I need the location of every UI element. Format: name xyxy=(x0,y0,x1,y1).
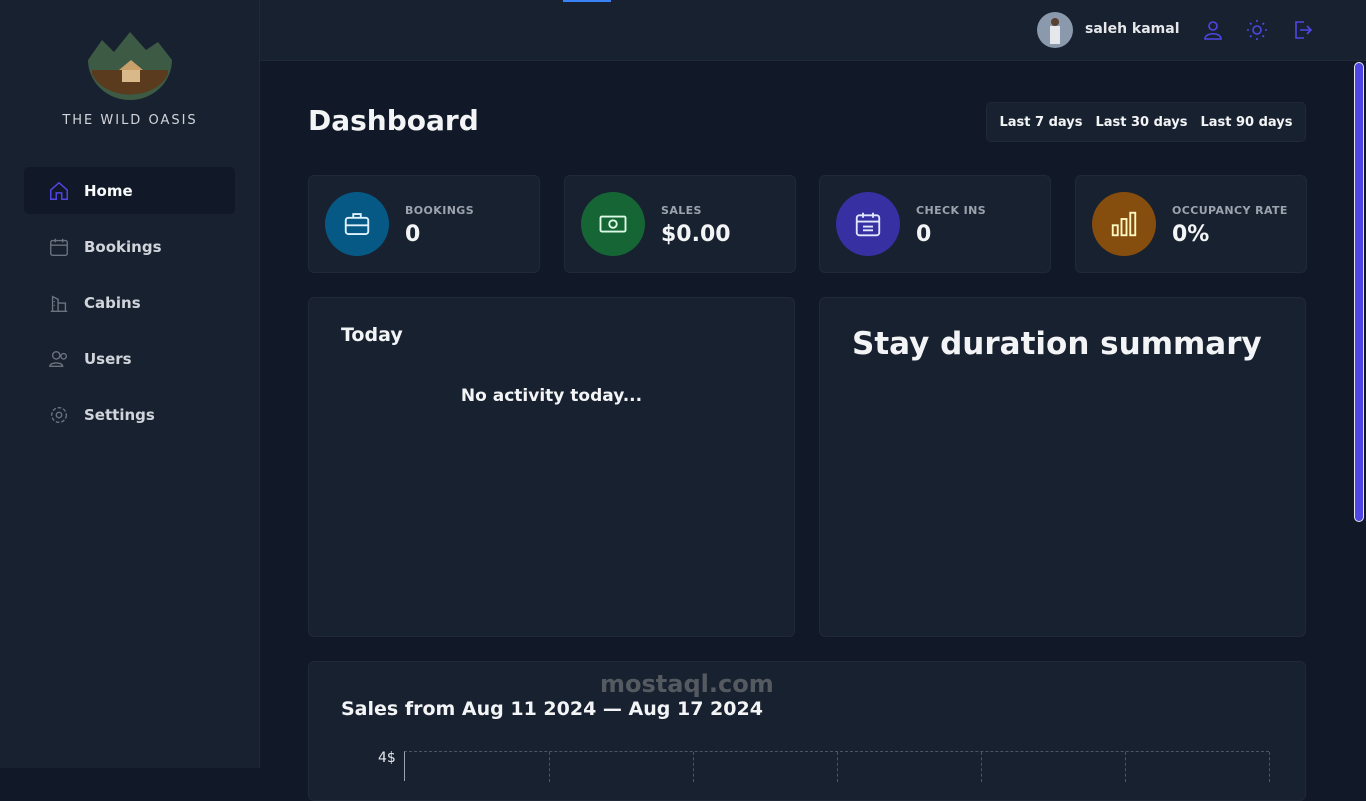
filter-last-30-days[interactable]: Last 30 days xyxy=(1095,114,1188,130)
building-icon xyxy=(50,294,68,312)
scrollbar[interactable] xyxy=(1354,62,1364,522)
sidebar-item-users[interactable]: Users xyxy=(24,335,235,382)
chart-grid xyxy=(404,751,1270,782)
stat-value: $0.00 xyxy=(661,222,731,247)
banknotes-icon xyxy=(581,192,645,256)
no-activity-text: No activity today... xyxy=(460,386,643,406)
sidebar-item-label: Cabins xyxy=(84,293,141,312)
sidebar-item-label: Users xyxy=(84,349,132,368)
sidebar-item-home[interactable]: Home xyxy=(24,167,235,214)
logo xyxy=(88,32,172,100)
filter-last-90-days[interactable]: Last 90 days xyxy=(1200,114,1293,130)
stat-occupancy: OCCUPANCY RATE 0% xyxy=(1075,175,1307,273)
sidebar-item-label: Home xyxy=(84,181,133,200)
filter-last-7-days[interactable]: Last 7 days xyxy=(999,114,1083,130)
brand-name: THE WILD OASIS xyxy=(62,113,198,128)
chart-bar-icon xyxy=(1092,192,1156,256)
avatar-image xyxy=(1050,18,1060,44)
date-filter: Last 7 days Last 30 days Last 90 days xyxy=(986,102,1306,142)
sales-title: Sales from Aug 11 2024 — Aug 17 2024 xyxy=(341,698,763,720)
page-title: Dashboard xyxy=(308,104,479,137)
stat-label: OCCUPANCY RATE xyxy=(1172,204,1288,217)
sidebar-nav: Home Bookings Cabins Users Settings xyxy=(24,167,235,447)
stat-label: BOOKINGS xyxy=(405,204,475,217)
y-axis-tick: 4$ xyxy=(378,750,396,766)
stat-label: CHECK INS xyxy=(916,204,987,217)
calendar-days-icon xyxy=(836,192,900,256)
stat-value: 0 xyxy=(405,222,421,247)
sidebar-item-bookings[interactable]: Bookings xyxy=(24,223,235,270)
top-indicator xyxy=(563,0,611,2)
users-icon xyxy=(49,350,68,367)
avatar[interactable] xyxy=(1037,12,1073,48)
sidebar-item-settings[interactable]: Settings xyxy=(24,391,235,438)
duration-title: Stay duration summary xyxy=(852,326,1262,362)
sidebar-item-label: Settings xyxy=(84,405,155,424)
sidebar-item-cabins[interactable]: Cabins xyxy=(24,279,235,326)
stat-sales: SALES $0.00 xyxy=(564,175,796,273)
stat-check-ins: CHECK INS 0 xyxy=(819,175,1051,273)
stat-value: 0% xyxy=(1172,222,1210,247)
today-title: Today xyxy=(341,324,403,346)
watermark: mostaql.com xyxy=(600,670,774,698)
calendar-icon xyxy=(50,238,68,256)
stat-label: SALES xyxy=(661,204,702,217)
stat-bookings: BOOKINGS 0 xyxy=(308,175,540,273)
user-icon[interactable] xyxy=(1201,18,1225,42)
sun-icon[interactable] xyxy=(1245,18,1269,42)
sidebar: THE WILD OASIS Home Bookings Cabins User… xyxy=(0,0,260,768)
gear-icon xyxy=(50,406,68,423)
briefcase-icon xyxy=(325,192,389,256)
duration-panel: Stay duration summary xyxy=(819,297,1306,637)
stat-value: 0 xyxy=(916,222,932,247)
sidebar-item-label: Bookings xyxy=(84,237,162,256)
header xyxy=(260,0,1366,61)
logout-icon[interactable] xyxy=(1290,18,1314,42)
home-icon xyxy=(50,181,68,200)
user-name: saleh kamal xyxy=(1085,21,1180,37)
today-panel: Today No activity today... xyxy=(308,297,795,637)
